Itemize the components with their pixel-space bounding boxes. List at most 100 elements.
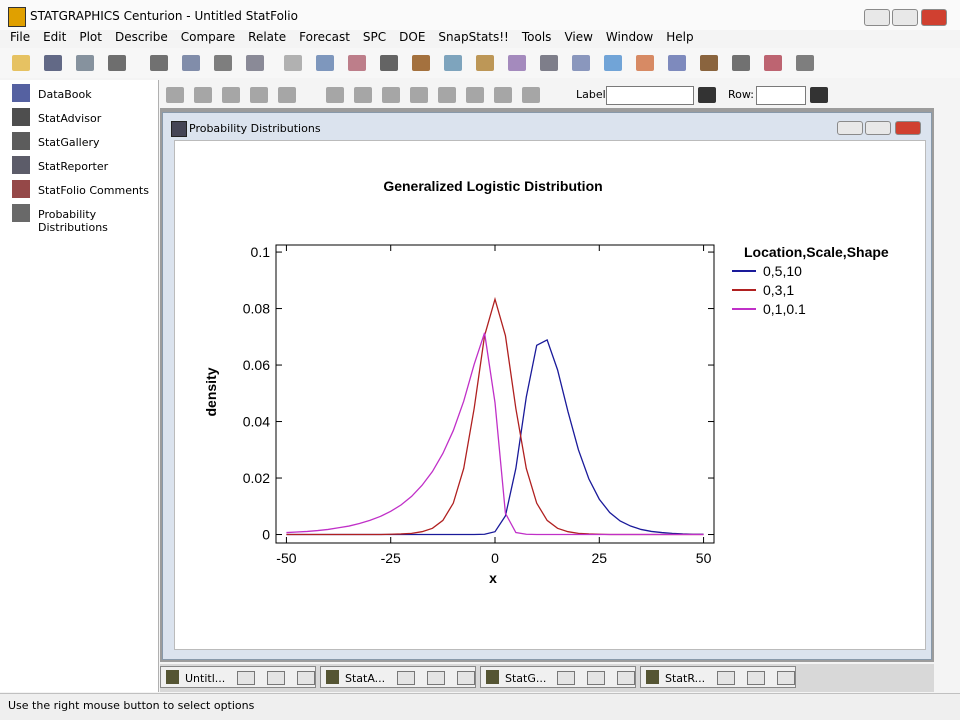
toolbar-icon[interactable] <box>494 87 512 103</box>
menu-item[interactable]: Help <box>666 30 694 44</box>
toolbar-icon[interactable] <box>764 55 782 71</box>
toolbar-icon[interactable] <box>522 87 540 103</box>
menu-item[interactable]: SnapStats!! <box>438 30 509 44</box>
toolbar-icon[interactable] <box>412 55 430 71</box>
menu-item[interactable]: Edit <box>43 30 67 44</box>
toolbar-icon[interactable] <box>476 55 494 71</box>
menu-item[interactable]: Plot <box>79 30 102 44</box>
toolbar-icon[interactable] <box>700 55 718 71</box>
toolbar-icon[interactable] <box>540 55 558 71</box>
x-tick-label: -50 <box>276 550 296 566</box>
toolbar-icon[interactable] <box>12 55 30 71</box>
tab-icon <box>486 670 499 684</box>
toolbar-icon[interactable] <box>278 87 296 103</box>
x-tick-label: 25 <box>591 550 607 566</box>
tab-button[interactable] <box>747 671 765 685</box>
toolbar-icon[interactable] <box>380 55 398 71</box>
toolbar-icon[interactable] <box>284 55 302 71</box>
nav-icon <box>12 108 30 126</box>
tab-icon <box>166 670 179 684</box>
toolbar-icon[interactable] <box>572 55 590 71</box>
label-input[interactable] <box>606 86 694 105</box>
tab-button[interactable] <box>557 671 575 685</box>
toolbar-icon[interactable] <box>326 87 344 103</box>
menu-item[interactable]: Describe <box>114 30 168 44</box>
tab-button[interactable] <box>267 671 285 685</box>
nav-item[interactable]: StatReporter <box>38 160 109 173</box>
toolbar-icon[interactable] <box>444 55 462 71</box>
window-tab[interactable]: StatA... <box>320 666 476 688</box>
nav-icon <box>12 156 30 174</box>
toolbar-icon[interactable] <box>466 87 484 103</box>
toolbar-icon[interactable] <box>732 55 750 71</box>
toolbar-icon[interactable] <box>668 55 686 71</box>
window-tab[interactable]: StatG... <box>480 666 636 688</box>
find-icon[interactable] <box>698 87 716 103</box>
window-tab[interactable]: StatR... <box>640 666 796 688</box>
maximize-button[interactable] <box>892 9 918 26</box>
close-button[interactable] <box>921 9 947 26</box>
tab-button[interactable] <box>617 671 635 685</box>
minimize-button[interactable] <box>864 9 890 26</box>
tab-button[interactable] <box>297 671 315 685</box>
toolbar-icon[interactable] <box>410 87 428 103</box>
tab-button[interactable] <box>237 671 255 685</box>
toolbar-icon[interactable] <box>796 55 814 71</box>
menu-item[interactable]: Relate <box>248 30 287 44</box>
nav-item[interactable]: DataBook <box>38 88 92 101</box>
toolbar-icon[interactable] <box>382 87 400 103</box>
toolbar-icon[interactable] <box>636 55 654 71</box>
menu-item[interactable]: Compare <box>180 30 236 44</box>
menu-item[interactable]: DOE <box>399 30 426 44</box>
child-maximize[interactable] <box>865 121 891 135</box>
menu-item[interactable]: Tools <box>521 30 552 44</box>
tab-button[interactable] <box>397 671 415 685</box>
nav-item[interactable]: Probability Distributions <box>38 208 108 234</box>
x-axis-label: x <box>489 570 497 586</box>
toolbar-icon[interactable] <box>354 87 372 103</box>
child-close[interactable] <box>895 121 921 135</box>
window-tab[interactable]: Untitl... <box>160 666 316 688</box>
toolbar-icon[interactable] <box>214 55 232 71</box>
toolbar-icon[interactable] <box>108 55 126 71</box>
toolbar-icon[interactable] <box>250 87 268 103</box>
child-minimize[interactable] <box>837 121 863 135</box>
toolbar-icon[interactable] <box>182 55 200 71</box>
series-line <box>286 296 704 536</box>
toolbar-icon[interactable] <box>508 55 526 71</box>
toolbar-icon[interactable] <box>222 87 240 103</box>
tab-button[interactable] <box>717 671 735 685</box>
find-row-icon[interactable] <box>810 87 828 103</box>
toolbar-icon[interactable] <box>76 55 94 71</box>
toolbar-icon[interactable] <box>44 55 62 71</box>
toolbar-icon[interactable] <box>348 55 366 71</box>
menu-item[interactable]: View <box>564 30 593 44</box>
legend-title: Location,Scale,Shape <box>744 244 889 260</box>
row-input[interactable] <box>756 86 806 105</box>
nav-item[interactable]: StatGallery <box>38 136 100 149</box>
menu-item[interactable]: File <box>10 30 31 44</box>
toolbar-icon[interactable] <box>150 55 168 71</box>
menu-item[interactable]: Forecast <box>299 30 350 44</box>
nav-icon <box>12 204 30 222</box>
tab-button[interactable] <box>587 671 605 685</box>
tab-button[interactable] <box>427 671 445 685</box>
tab-icon <box>646 670 659 684</box>
nav-item[interactable]: StatAdvisor <box>38 112 102 125</box>
nav-item[interactable]: StatFolio Comments <box>38 184 149 197</box>
menu-item[interactable]: SPC <box>362 30 387 44</box>
nav-icon <box>12 84 30 102</box>
menu-item[interactable]: Window <box>605 30 654 44</box>
toolbar-icon[interactable] <box>604 55 622 71</box>
status-text: Use the right mouse button to select opt… <box>8 699 255 712</box>
tab-button[interactable] <box>457 671 475 685</box>
toolbar-icon[interactable] <box>316 55 334 71</box>
chart-pane: Generalized Logistic Distribution 0 0.02 0.… <box>174 140 926 650</box>
toolbar-icon[interactable] <box>246 55 264 71</box>
legend-label: 0,1,0.1 <box>763 301 806 317</box>
toolbar-icon[interactable] <box>194 87 212 103</box>
tab-label: StatA... <box>345 672 386 685</box>
toolbar-icon[interactable] <box>166 87 184 103</box>
tab-button[interactable] <box>777 671 795 685</box>
toolbar-icon[interactable] <box>438 87 456 103</box>
